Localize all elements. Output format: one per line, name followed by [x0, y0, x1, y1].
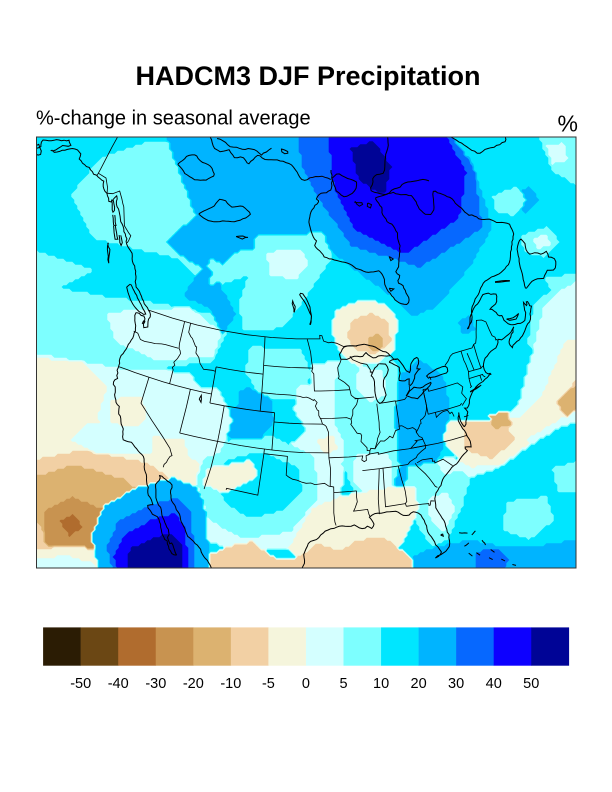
svg-text:HADCM3 DJF Precipitation: HADCM3 DJF Precipitation	[135, 61, 480, 91]
svg-text:5: 5	[339, 676, 347, 692]
svg-text:-30: -30	[145, 676, 166, 692]
svg-text:%: %	[558, 111, 578, 137]
svg-text:40: 40	[486, 676, 502, 692]
svg-text:-5: -5	[262, 676, 275, 692]
svg-text:0: 0	[302, 676, 310, 692]
svg-text:%-change in seasonal average: %-change in seasonal average	[36, 108, 311, 130]
svg-text:50: 50	[523, 676, 539, 692]
svg-text:30: 30	[448, 676, 464, 692]
svg-text:-40: -40	[108, 676, 129, 692]
svg-text:20: 20	[411, 676, 427, 692]
svg-text:10: 10	[373, 676, 389, 692]
svg-text:-50: -50	[70, 676, 91, 692]
svg-text:-10: -10	[220, 676, 241, 692]
svg-text:-20: -20	[183, 676, 204, 692]
